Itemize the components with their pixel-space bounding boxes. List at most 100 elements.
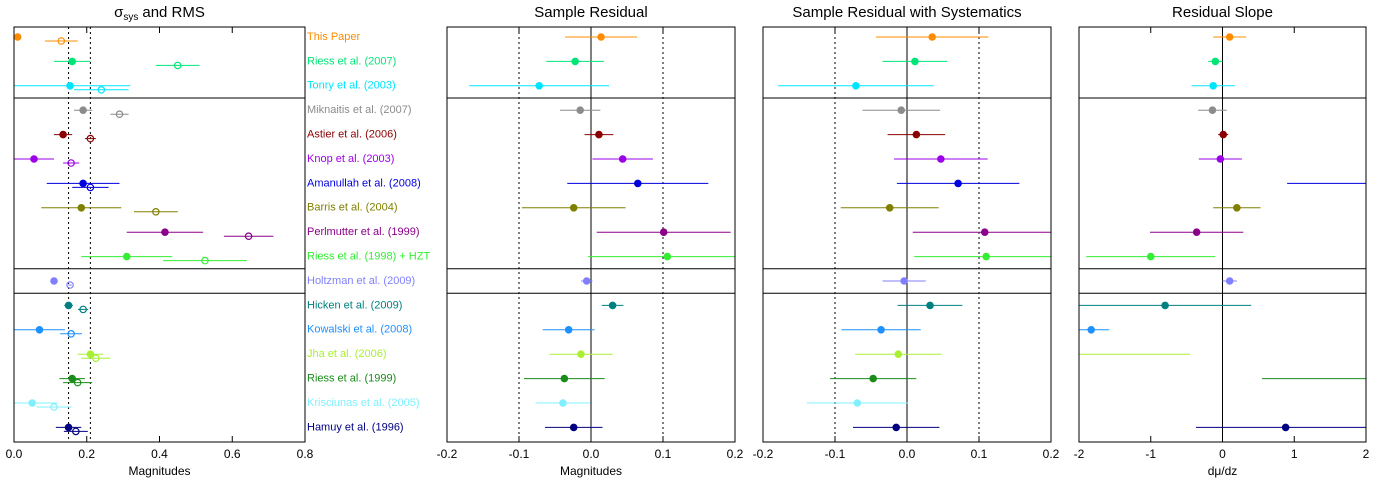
data-point [576,106,585,115]
data-point [559,399,567,407]
data-point [79,179,87,188]
data-point [67,329,75,338]
data-point [72,427,80,436]
data-point [67,159,75,167]
data-point [50,403,58,411]
data-point [173,61,182,70]
data-point [1225,33,1234,41]
data-point [1004,351,1010,357]
data-point [1209,82,1217,90]
sample-label: Tonry et al. (2003) [307,80,396,92]
data-point [92,354,100,363]
data-point [1208,106,1217,115]
title-symbol: σ [114,4,124,21]
x-tick-label: 1 [1291,447,1298,461]
sample-label: Riess et al. (1999) [307,373,396,385]
x-tick-label: 0.0 [6,447,23,461]
data-point [569,204,578,212]
sample-label: Astier et al. (2006) [307,129,397,141]
panel-title: Residual Slope [1172,4,1273,21]
data-point [560,374,569,383]
plot-area [14,27,274,442]
panel-frame [1078,26,1367,443]
data-point [911,57,919,66]
sample-label: Knop et al. (2003) [307,153,394,165]
data-point [152,208,160,216]
x-tick-label: -1 [1145,447,1156,461]
data-point [877,325,885,334]
data-point [928,33,937,41]
data-point [892,423,901,432]
data-point [73,378,82,387]
panel-frame [13,26,306,443]
data-point [1281,423,1290,432]
data-point [894,350,903,359]
data-point [1146,252,1155,261]
data-point [86,134,95,143]
sample-label: Jha et al. (2006) [307,348,387,360]
data-point [59,130,67,139]
data-point [79,305,87,314]
data-point [77,204,86,212]
sample-label: Riess et al. (2007) [307,55,396,67]
data-point [659,228,668,237]
data-point [852,82,860,90]
x-tick-label: 0.0 [583,447,600,461]
data-point [122,252,131,261]
sample-label: This Paper [307,31,361,43]
data-point [35,325,44,334]
sample-label: Hicken et al. (2009) [307,299,402,311]
data-point [97,86,106,94]
title-subscript: sys [123,12,138,23]
x-axis-label: Magnitudes [560,464,622,478]
data-point [618,155,627,163]
data-point [900,277,908,285]
data-point [1233,204,1241,212]
data-point [66,82,74,90]
sample-label: Kowalski et al. (2008) [307,324,412,336]
data-point [86,350,95,359]
panel-title: Sample Residual with Systematics [792,4,1021,21]
x-tick-label: 0 [1219,447,1226,461]
x-tick-label: 0.6 [224,447,241,461]
x-tick-label: 0.4 [151,447,168,461]
data-point [68,57,77,66]
data-point [869,374,877,383]
x-tick-label: 2 [1363,447,1370,461]
data-point [569,423,578,432]
data-point [79,106,87,115]
sample-label: Riess et al. (1998) + HZT [307,251,430,263]
data-point [64,301,73,310]
data-point [582,277,591,285]
data-point [912,130,921,139]
sample-label: Amanullah et al. (2008) [307,177,421,189]
data-point [926,301,934,310]
x-tick-label: 0.1 [971,447,988,461]
data-point [201,256,209,265]
data-point [1225,277,1234,285]
sample-label: Barris et al. (2004) [307,202,397,214]
data-point [66,281,74,289]
data-point [885,204,894,212]
x-tick-label: 0.2 [1043,447,1060,461]
panel-title: σsys and RMS [114,4,205,23]
sample-label: Miknaitis et al. (2007) [307,104,412,116]
panel-frame [762,26,1052,443]
sample-label: Krisciunas et al. (2005) [307,397,420,409]
sample-label: Hamuy et al. (1996) [307,421,404,433]
data-point [597,33,605,41]
data-point [14,33,22,41]
data-point [633,179,642,188]
data-point [115,110,124,119]
data-point [1161,301,1169,310]
sample-label: Perlmutter et al. (1999) [307,226,420,238]
data-point [1216,155,1225,163]
x-axis-label: Magnitudes [128,464,190,478]
data-point [1192,228,1201,237]
x-tick-label: 0.0 [899,447,916,461]
x-tick-label: 0.8 [297,447,314,461]
data-point [1211,57,1220,66]
data-point [595,130,603,139]
data-point [571,57,579,66]
